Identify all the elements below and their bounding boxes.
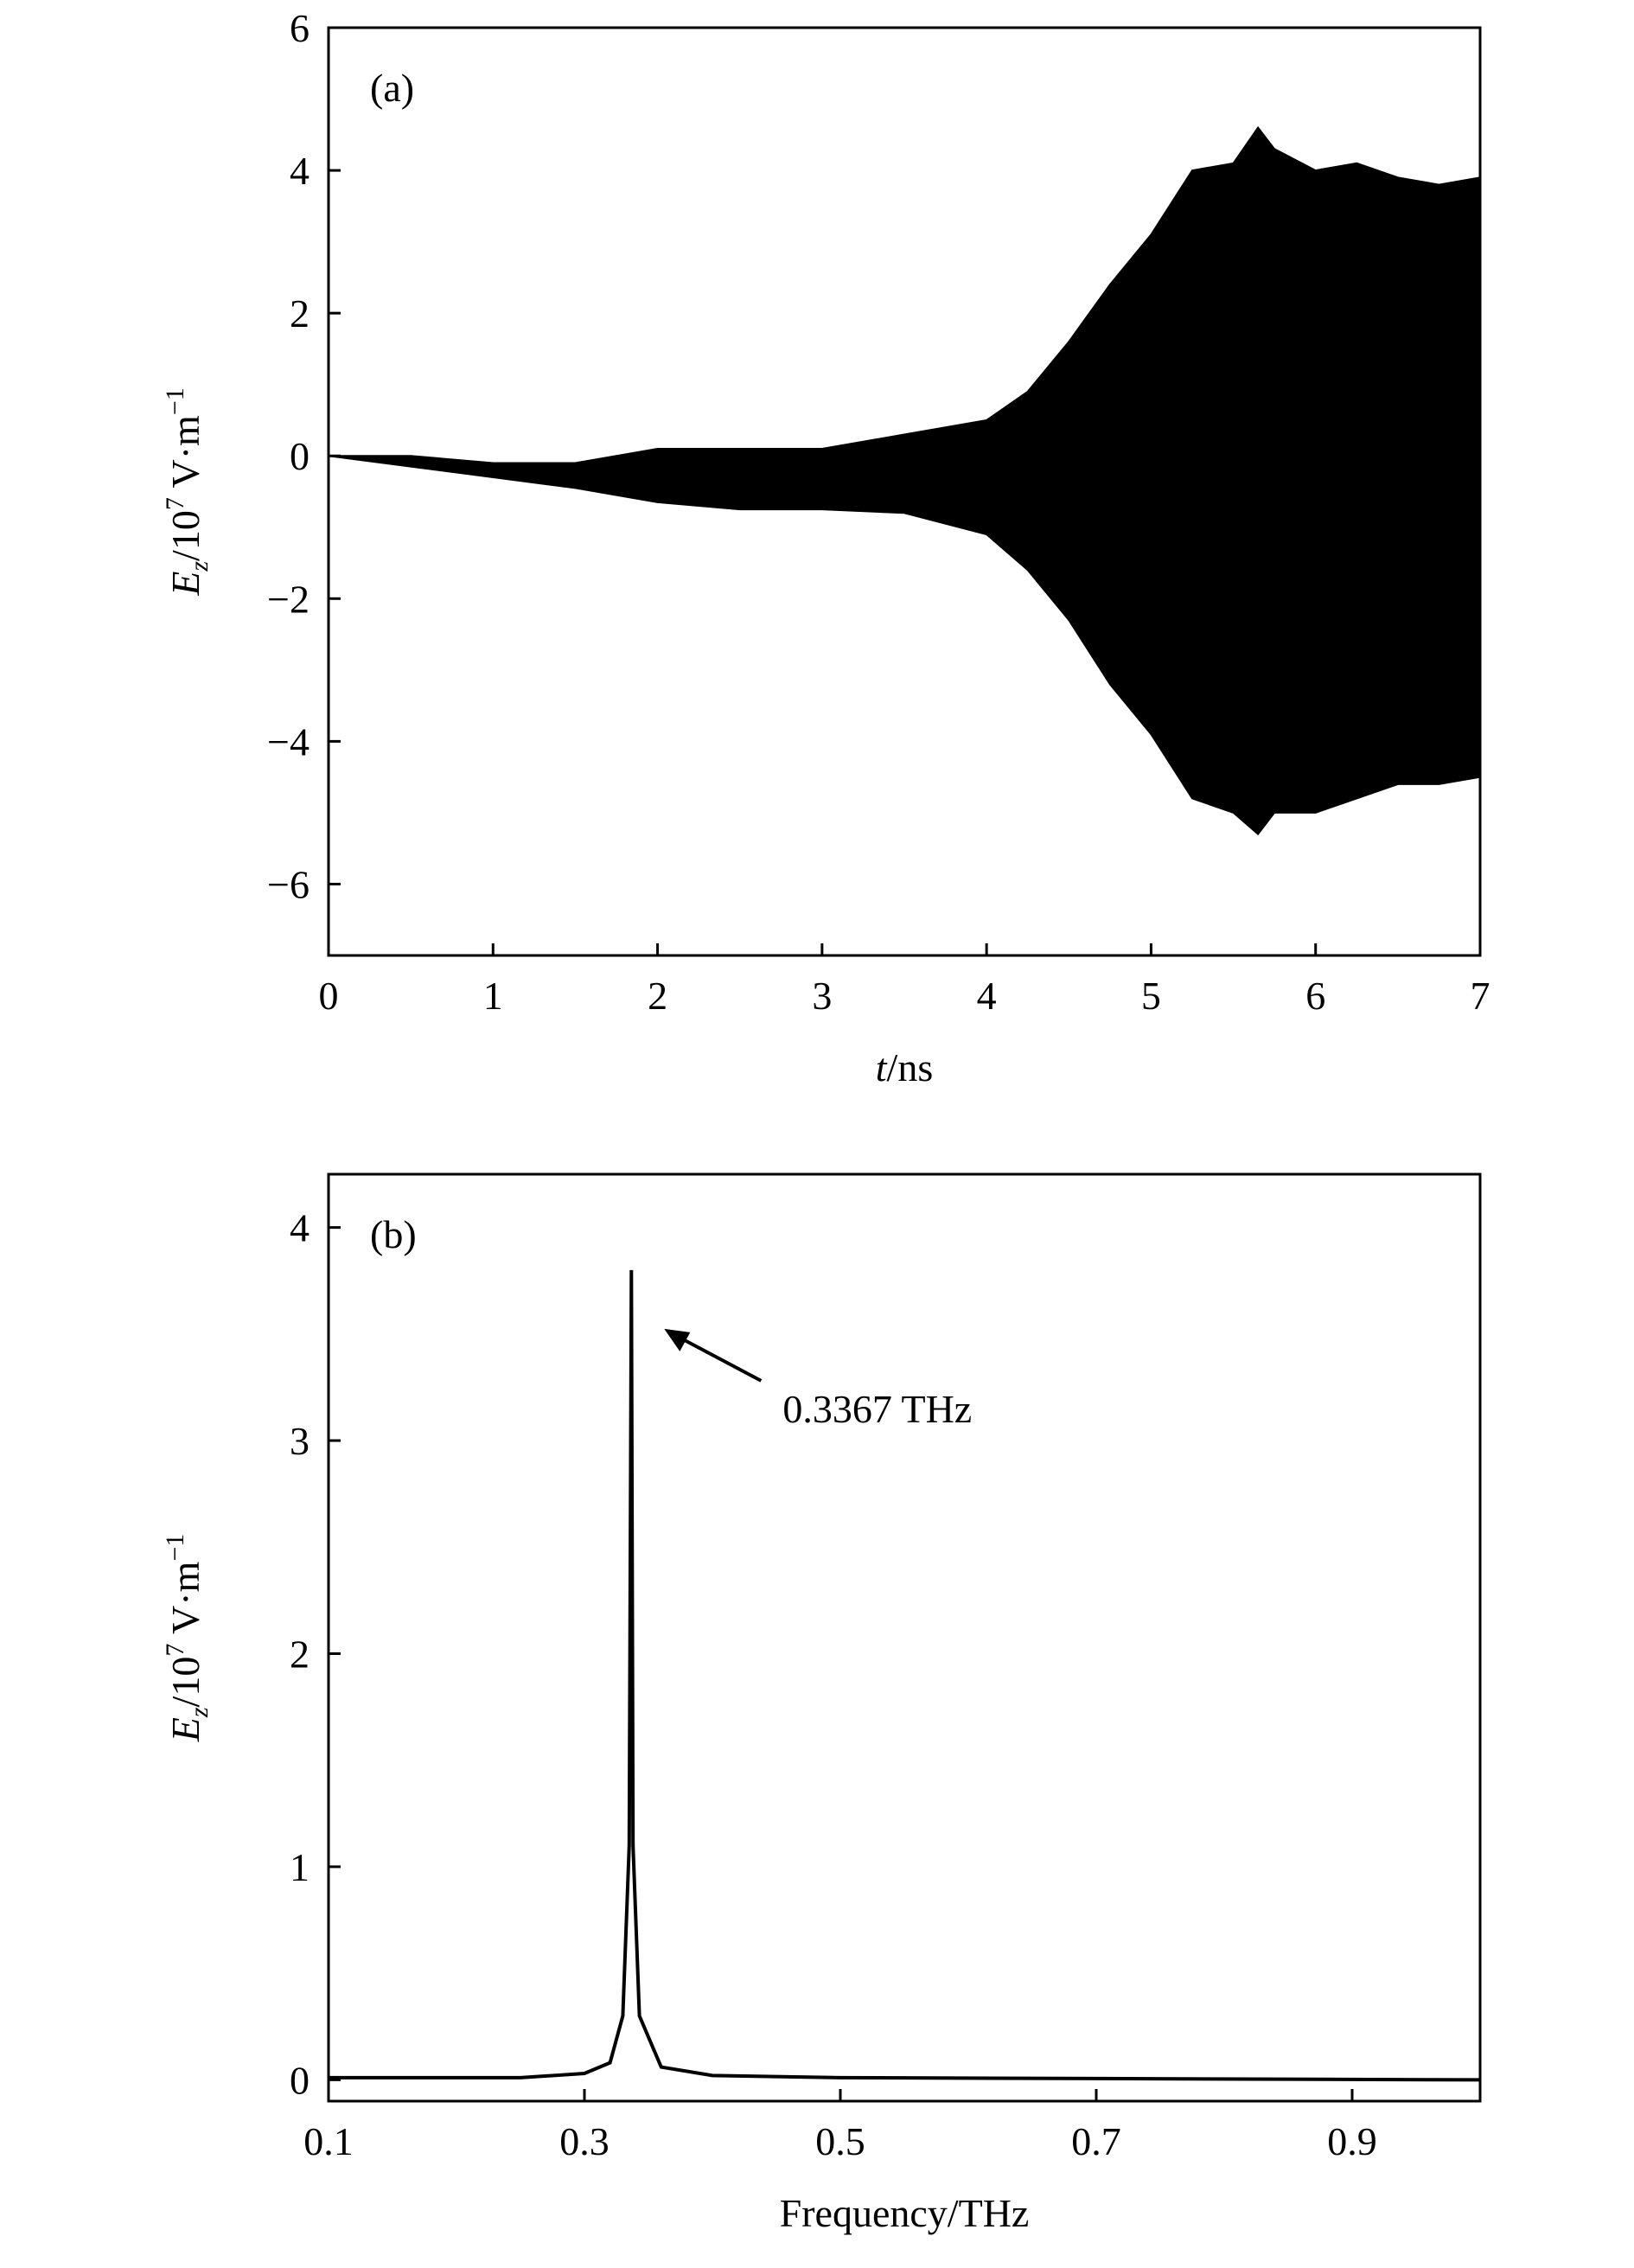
y-tick-label: 4	[290, 1206, 310, 1250]
annotation-arrow	[673, 1333, 763, 1383]
x-tick-label: 4	[977, 974, 997, 1018]
x-tick-label: 0.5	[815, 2119, 865, 2163]
y-tick-label: 1	[290, 1845, 310, 1889]
arrow-head	[664, 1328, 691, 1351]
y-tick-label: 6	[290, 6, 310, 50]
y-label-part: /10	[163, 510, 207, 561]
x-tick-label: 5	[1141, 974, 1161, 1018]
x-tick-label: 0.1	[303, 2119, 354, 2163]
x-tick-label: 6	[1305, 974, 1325, 1018]
x-axis-label: t/ns	[876, 1045, 933, 1089]
plot-frame	[327, 26, 1482, 957]
x-label-part: /ns	[887, 1045, 934, 1089]
annotation-text: 0.3367 THz	[782, 1387, 972, 1431]
x-tick-label: 0	[319, 974, 339, 1018]
y-tick-label: −4	[267, 719, 310, 763]
y-tick-label: −6	[267, 862, 310, 906]
y-axis-label: Ez/107 V·m−1	[161, 1534, 214, 1743]
y-tick-label: 4	[290, 149, 310, 193]
plot-frame	[327, 1172, 1482, 2103]
y-axis-label: Ez/107 V·m−1	[161, 387, 214, 597]
panel-label: (a)	[370, 66, 414, 110]
y-tick-label: 2	[290, 1632, 310, 1676]
y-label-part: −1	[161, 1534, 189, 1562]
x-label-part: Frequency/THz	[780, 2191, 1030, 2235]
y-tick-label: 0	[290, 2058, 310, 2102]
signal-envelope	[328, 125, 1481, 836]
x-label-part: t	[876, 1045, 888, 1089]
x-tick-label: 0.3	[559, 2119, 610, 2163]
x-tick-label: 7	[1471, 974, 1490, 1018]
y-label-part: 7	[161, 497, 189, 510]
x-tick-label: 3	[812, 974, 832, 1018]
spectrum-line	[329, 1269, 1481, 2082]
panel-label: (b)	[370, 1212, 417, 1256]
y-tick-label: 3	[290, 1419, 310, 1463]
x-tick-label: 1	[483, 974, 503, 1018]
y-label-part: z	[185, 561, 214, 572]
y-label-part: z	[185, 1707, 214, 1718]
x-tick-label: 0.7	[1071, 2119, 1121, 2163]
y-label-part: V·m	[163, 415, 207, 497]
y-label-part: /10	[163, 1657, 207, 1708]
x-axis-label: Frequency/THz	[780, 2191, 1030, 2235]
y-label-part: E	[163, 1717, 207, 1742]
x-tick-label: 2	[648, 974, 667, 1018]
y-label-part: V·m	[163, 1561, 207, 1643]
x-tick-label: 0.9	[1327, 2119, 1377, 2163]
y-tick-label: 2	[290, 291, 310, 335]
y-tick-label: 0	[290, 434, 310, 478]
y-label-part: 7	[161, 1644, 189, 1657]
y-tick-label: −2	[267, 577, 310, 621]
y-label-part: E	[163, 572, 207, 597]
y-label-part: −1	[161, 387, 189, 415]
